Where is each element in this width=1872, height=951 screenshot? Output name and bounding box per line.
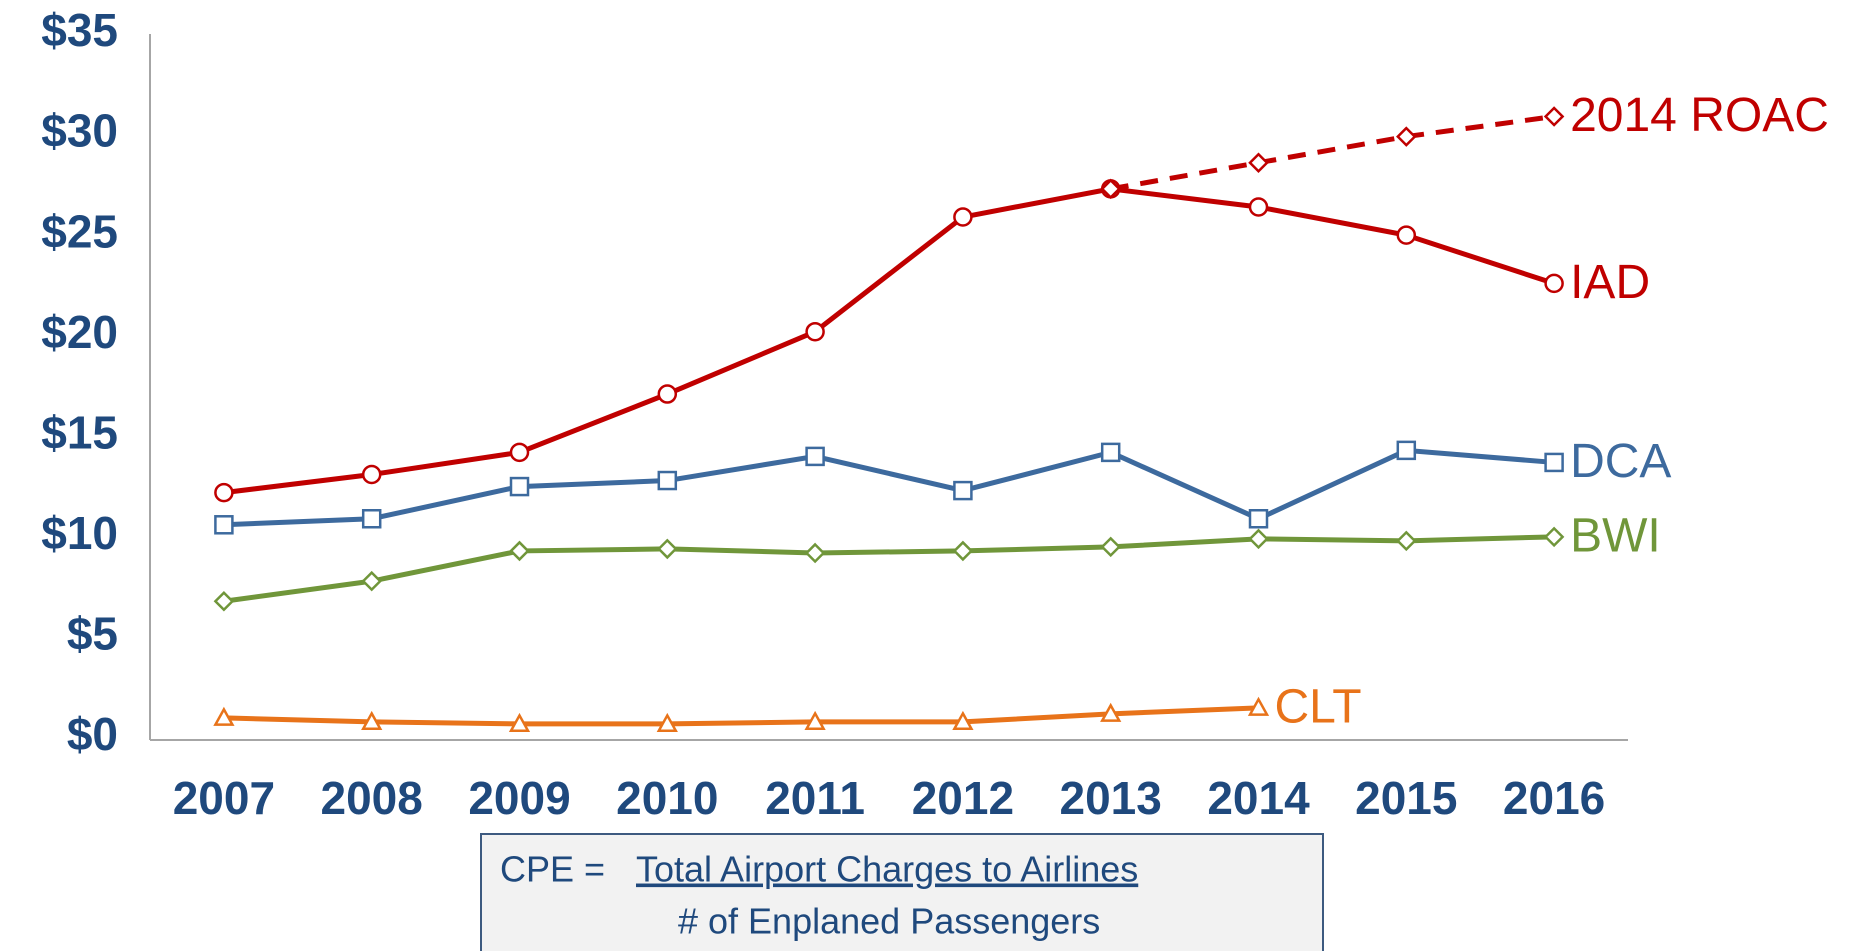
marker (1100, 536, 1121, 558)
x-tick-label: 2015 (1355, 772, 1457, 824)
marker (1100, 178, 1121, 200)
y-tick-label: $20 (41, 306, 118, 358)
x-tick-label: 2010 (616, 772, 718, 824)
marker (1396, 225, 1417, 245)
formula-numerator: Total Airport Charges to Airlines (636, 849, 1138, 890)
y-tick-label: $30 (41, 105, 118, 157)
marker (1396, 530, 1417, 552)
marker (1543, 526, 1565, 548)
series-label: 2014 ROAC (1570, 89, 1829, 142)
y-tick-label: $35 (41, 4, 118, 56)
marker (361, 570, 382, 592)
marker (804, 542, 826, 564)
marker (1248, 197, 1269, 217)
marker (805, 446, 825, 467)
x-tick-label: 2013 (1060, 772, 1162, 824)
marker (657, 538, 678, 560)
marker (953, 207, 973, 227)
series-label: CLT (1275, 681, 1362, 734)
marker (509, 442, 530, 463)
marker (1100, 702, 1122, 722)
series-line (1110, 113, 1555, 192)
series-line (223, 705, 1259, 727)
marker (509, 476, 530, 497)
x-tick-label: 2008 (321, 772, 423, 824)
marker (1247, 696, 1270, 716)
series-label: IAD (1570, 256, 1650, 309)
marker (1248, 509, 1269, 529)
y-tick-label: $5 (67, 608, 118, 660)
marker (952, 710, 974, 730)
marker (1544, 273, 1564, 294)
y-tick-label: $15 (41, 406, 118, 458)
marker (361, 464, 382, 485)
x-tick-label: 2014 (1207, 772, 1310, 824)
formula-lhs: CPE = (500, 849, 605, 890)
x-tick-label: 2016 (1503, 772, 1605, 824)
marker (953, 480, 973, 501)
series-line (223, 534, 1555, 604)
marker (213, 590, 235, 612)
y-tick-label: $0 (67, 708, 118, 760)
marker (952, 540, 974, 562)
x-tick-label: 2012 (912, 772, 1014, 824)
series-line (223, 186, 1555, 496)
marker (657, 470, 678, 491)
marker (213, 706, 235, 726)
formula-box (480, 833, 1324, 951)
marker (1543, 106, 1565, 127)
marker (1100, 442, 1121, 463)
marker (509, 540, 530, 562)
marker (361, 710, 383, 730)
y-tick-label: $25 (41, 205, 118, 257)
marker (1544, 452, 1564, 473)
series-label: DCA (1570, 435, 1671, 488)
marker (805, 321, 825, 342)
marker (1248, 152, 1269, 173)
marker (656, 712, 678, 732)
marker (1396, 126, 1417, 147)
marker (657, 384, 678, 404)
y-tick-label: $10 (41, 507, 118, 559)
marker (214, 515, 234, 535)
x-tick-label: 2007 (173, 772, 275, 824)
marker (1396, 440, 1417, 461)
marker (214, 482, 234, 503)
series-line (223, 447, 1555, 528)
marker (508, 712, 531, 732)
marker (1248, 528, 1269, 550)
marker (361, 509, 382, 529)
marker (804, 710, 826, 730)
series-label: BWI (1570, 510, 1661, 563)
x-tick-label: 2009 (468, 772, 570, 824)
x-tick-label: 2011 (765, 772, 865, 824)
formula-denominator: # of Enplaned Passengers (678, 901, 1100, 942)
